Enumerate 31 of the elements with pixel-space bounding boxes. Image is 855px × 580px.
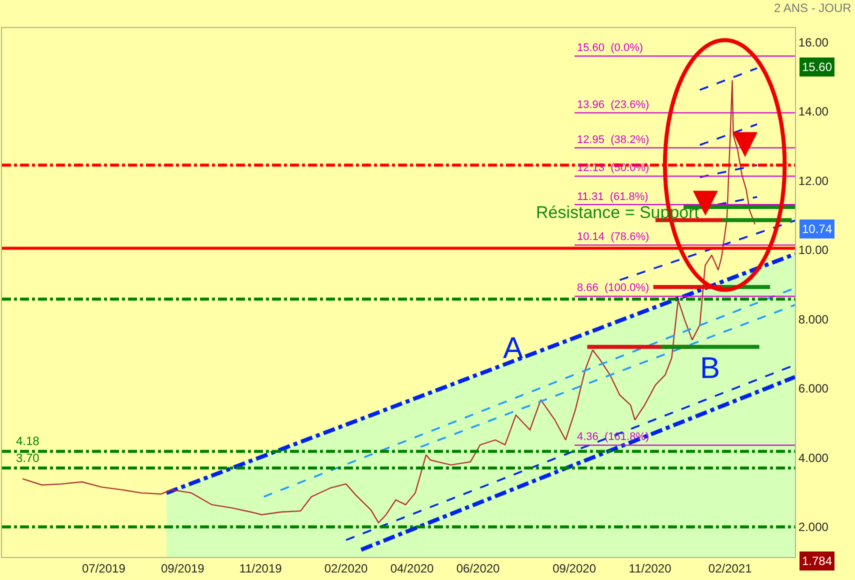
chart-subtitle: 2 ANS - JOUR — [774, 1, 852, 15]
x-tick-label: 11/2020 — [628, 561, 672, 576]
ref-line-label: 4.18 — [16, 434, 40, 448]
x-tick-label: 07/2019 — [82, 561, 126, 576]
ref-line-label: 10.14 (78.6%) — [577, 231, 650, 243]
y-tick-label: 6.000 — [798, 382, 829, 396]
y-tick-label: 12.00 — [798, 174, 829, 188]
annotation: A — [503, 332, 524, 365]
y-tick-label: 4.000 — [798, 450, 829, 465]
x-tick-label: 02/2021 — [708, 561, 752, 576]
x-tick-label: 09/2019 — [160, 561, 205, 576]
ref-line-label: 3.70 — [16, 451, 40, 465]
text: 10.74 — [802, 222, 832, 236]
ref-line-label: 11.31 (61.8%) — [577, 191, 648, 203]
y-tick-label: 8.000 — [798, 312, 829, 326]
ref-line-label: 15.60 (0.0%) — [577, 42, 644, 54]
y-tick-label: 10.00 — [798, 243, 829, 258]
x-tick-label: 04/2020 — [390, 561, 434, 576]
y-tick-label: 14.00 — [798, 104, 829, 119]
x-tick-label: 02/2020 — [324, 561, 368, 576]
x-tick-label: 11/2019 — [239, 561, 282, 576]
annotation: B — [700, 352, 720, 385]
ref-line-label: 8.66 (100.0%) — [577, 282, 650, 294]
ref-line-label: 13.96 (23.6%) — [577, 99, 650, 111]
text: 1.784 — [802, 554, 832, 568]
x-tick-label: 09/2020 — [552, 561, 596, 576]
ref-line-label: 12.95 (38.2%) — [577, 134, 650, 146]
y-tick-label: 2.000 — [798, 520, 829, 534]
text: 15.60 — [802, 60, 832, 74]
y-tick-label: 16.00 — [798, 35, 829, 50]
x-tick-label: 06/2020 — [456, 561, 500, 576]
